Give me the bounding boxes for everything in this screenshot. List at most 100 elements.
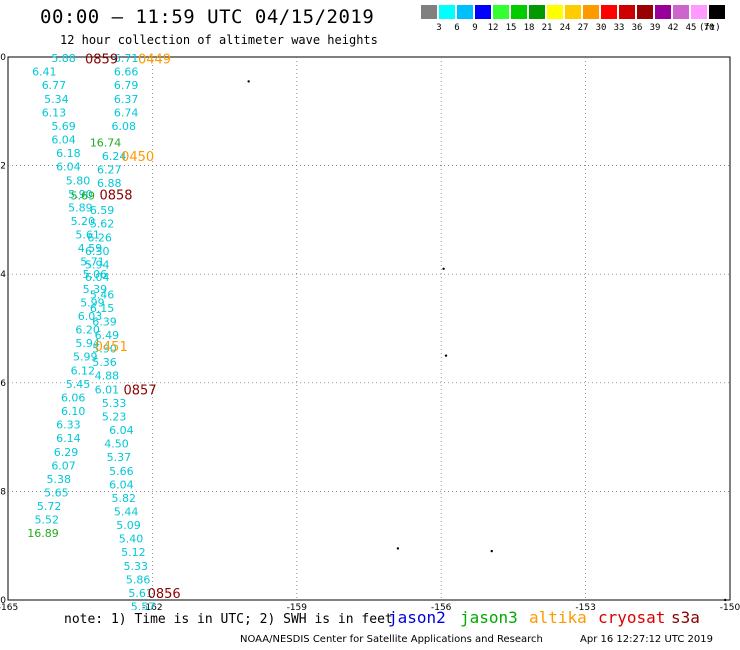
wave-height-value: 6.26 <box>87 231 112 244</box>
credit-line: NOAA/NESDIS Center for Satellite Applica… <box>240 634 543 645</box>
legend-label: 6 <box>454 23 460 33</box>
wave-height-value: 5.88 <box>51 52 76 65</box>
y-tick-label: -8 <box>0 487 6 497</box>
island-dot <box>247 80 250 83</box>
legend-swatch <box>583 5 599 19</box>
legend-swatch <box>457 5 473 19</box>
wave-height-value: 4.59 <box>78 242 103 255</box>
island-dot <box>723 598 727 602</box>
wave-height-value: 6.27 <box>97 163 122 176</box>
pass-time-label: 0856 <box>148 587 181 602</box>
y-tick-label: -4 <box>0 270 6 280</box>
x-tick-label: -153 <box>575 603 595 610</box>
wave-height-value: 5.23 <box>102 410 127 423</box>
legend-swatch <box>619 5 635 19</box>
wave-height-value: 6.49 <box>95 329 120 342</box>
wave-height-value: 6.10 <box>61 405 86 418</box>
wave-height-value: 5.57 <box>131 601 156 610</box>
legend-label: 70 <box>703 23 715 33</box>
wave-height-value: 5.69 <box>71 189 96 202</box>
wave-height-value: 5.06 <box>83 268 108 281</box>
wave-height-value: 6.12 <box>71 364 96 377</box>
wave-height-value: 6.15 <box>90 302 115 315</box>
wave-height-value: 5.89 <box>68 201 93 214</box>
wave-height-value: 6.77 <box>42 79 66 92</box>
satellite-label: jason2 <box>388 608 446 627</box>
legend-swatch <box>547 5 563 19</box>
legend-swatch <box>601 5 617 19</box>
wave-height-value: 5.37 <box>107 451 132 464</box>
wave-height-value: 6.03 <box>78 310 103 323</box>
wave-height-value: 6.41 <box>32 66 57 79</box>
wave-height-value: 6.33 <box>56 419 80 432</box>
wave-height-value: 6.13 <box>42 106 66 119</box>
wave-height-value: 5.12 <box>121 546 146 559</box>
wave-height-value: 6.88 <box>97 177 122 190</box>
wave-height-value: 5.33 <box>124 560 148 573</box>
legend-swatch <box>691 5 707 19</box>
pass-time-label: 0858 <box>99 188 132 203</box>
wave-height-value: 6.24 <box>102 150 127 163</box>
legend-swatch <box>529 5 545 19</box>
wave-height-value: 5.86 <box>126 573 151 586</box>
wave-height-value: 5.71 <box>80 256 105 269</box>
wave-height-value: 5.80 <box>66 174 91 187</box>
wave-height-value: 6.04 <box>56 161 80 174</box>
wave-height-value: 4.50 <box>104 438 128 451</box>
wave-height-value: 6.04 <box>109 478 134 491</box>
wave-height-value: 5.82 <box>111 492 136 505</box>
wave-height-value: 6.79 <box>114 79 139 92</box>
wave-height-value: 5.61 <box>75 229 100 242</box>
legend-swatch <box>511 5 527 19</box>
wave-height-value: 5.94 <box>85 258 110 271</box>
wave-height-value: 5.90 <box>68 188 93 201</box>
legend-label: 9 <box>472 23 478 33</box>
wave-height-value: 6.71 <box>114 52 139 65</box>
wave-height-value: 6.14 <box>56 432 80 445</box>
wave-height-value: 6.59 <box>90 204 115 217</box>
legend-label: 3 <box>436 23 442 33</box>
pass-time-label: 0449 <box>138 53 171 68</box>
satellite-label: jason3 <box>460 608 518 627</box>
satellite-label: cryosat <box>598 608 666 627</box>
satellite-label: s3a <box>671 608 700 627</box>
wave-height-value: 5.09 <box>116 519 141 532</box>
wave-height-value: 5.66 <box>109 465 134 478</box>
y-tick-label: -2 <box>0 162 6 172</box>
legend-swatch <box>709 5 725 19</box>
wave-height-value: 5.69 <box>51 120 76 133</box>
wave-height-value: 5.38 <box>47 473 72 486</box>
pass-time-label: 0859 <box>85 53 118 68</box>
x-tick-label: -162 <box>142 603 162 610</box>
legend-unit: (ft) <box>699 23 721 33</box>
legend-label: 21 <box>541 23 553 33</box>
wave-height-value: 16.89 <box>27 527 59 540</box>
wave-height-value: 6.74 <box>114 106 139 119</box>
legend-label: 30 <box>595 23 607 33</box>
pass-time-label: 0450 <box>121 150 154 165</box>
wave-height-value: 5.65 <box>44 486 69 499</box>
legend-swatch <box>475 5 491 19</box>
map-frame <box>7 56 731 601</box>
legend-label: 36 <box>631 23 643 33</box>
legend-label: 39 <box>649 23 661 33</box>
wave-height-value: 5.40 <box>119 533 144 546</box>
wave-height-value: 5.39 <box>83 283 108 296</box>
legend-label: 45 <box>685 23 697 33</box>
wave-height-value: 5.99 <box>80 296 105 309</box>
legend-swatch <box>673 5 689 19</box>
island-dot <box>444 354 448 357</box>
legend-label: 24 <box>559 23 571 33</box>
wave-height-value: 6.04 <box>109 424 134 437</box>
wave-height-value: 5.52 <box>34 514 59 527</box>
wave-height-value: 6.07 <box>51 459 76 472</box>
island-dot <box>490 549 493 553</box>
wave-height-value: 5.94 <box>75 337 100 350</box>
wave-height-value: 6.39 <box>92 315 117 328</box>
wave-height-value: 6.18 <box>56 147 80 160</box>
wave-height-value: 5.45 <box>66 378 91 391</box>
wave-height-value: 6.66 <box>114 66 139 79</box>
wave-height-value: 6.06 <box>61 391 86 404</box>
legend-swatch <box>421 5 437 19</box>
wave-height-value: 6.37 <box>114 93 139 106</box>
